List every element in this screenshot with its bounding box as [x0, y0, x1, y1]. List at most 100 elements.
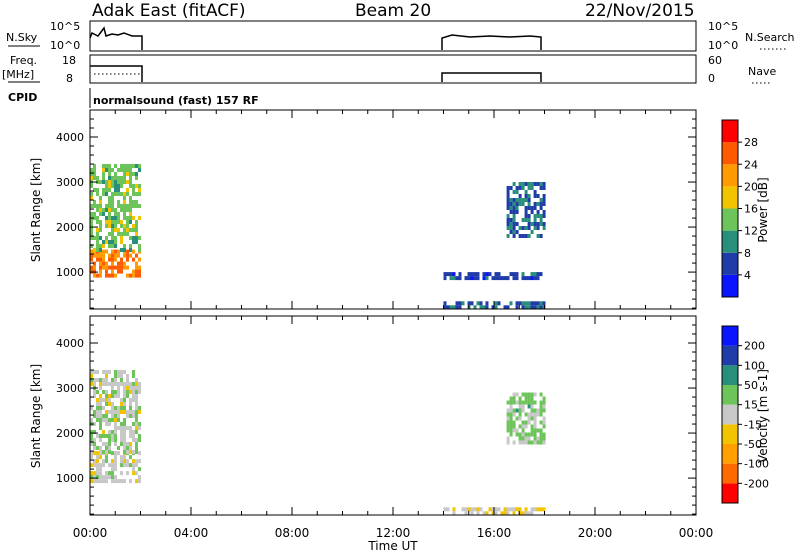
heatmap-cell-1-2: [503, 511, 507, 516]
heatmap-cell-1-1: [114, 382, 117, 386]
heatmap-cell-0-1: [105, 184, 108, 188]
heatmap-cell-1-3: [539, 432, 543, 437]
heatmap-cell-0-4: [509, 218, 513, 222]
heatmap-cell-0-1: [132, 240, 135, 244]
heatmap-cell-1-2: [482, 511, 486, 516]
heatmap-cell-0-0: [117, 261, 120, 266]
heatmap-cell-0-1: [126, 220, 129, 224]
heatmap-cell-1-1: [114, 410, 117, 414]
heatmap-cell-1-1: [132, 370, 135, 374]
heatmap-cell-0-1: [105, 188, 108, 192]
heatmap-cell-1-1: [96, 446, 99, 450]
heatmap-cell-1-1: [126, 382, 129, 386]
heatmap-cell-1-0: [93, 479, 96, 484]
heatmap-cell-1-1: [93, 394, 96, 398]
heatmap-cell-0-1: [114, 244, 117, 248]
heatmap-cell-0-2: [452, 305, 456, 310]
heatmap-cell-1-0: [132, 463, 135, 468]
heatmap-cell-0-4: [524, 210, 528, 214]
heatmap-cell-0-1: [120, 236, 123, 240]
heatmap-cell-0-2: [536, 301, 540, 306]
heatmap-cell-0-0: [117, 253, 120, 258]
heatmap-cell-0-2: [485, 301, 489, 306]
heatmap-cell-0-1: [111, 220, 114, 224]
cpid-label: CPID: [8, 91, 37, 104]
heatmap-cell-1-2: [506, 507, 510, 512]
heatmap-cell-0-1: [123, 224, 126, 228]
heatmap-cell-1-1: [126, 378, 129, 382]
heatmap-cell-0-4: [527, 226, 531, 230]
heatmap-cell-0-4: [515, 198, 519, 202]
heatmap-cell-1-1: [129, 406, 132, 410]
heatmap-cell-0-1: [129, 236, 132, 240]
heatmap-cell-1-0: [114, 455, 117, 460]
heatmap-cell-0-4: [524, 198, 528, 202]
power-axis-ticks: 1000 2000 3000 4000: [56, 109, 697, 309]
heatmap-cell-0-4: [512, 210, 516, 214]
heatmap-cell-0-1: [126, 188, 129, 192]
heatmap-cell-0-1: [129, 244, 132, 248]
heatmap-cell-0-0: [102, 265, 105, 270]
heatmap-cell-0-1: [111, 208, 114, 212]
heatmap-cell-1-2: [530, 511, 534, 516]
heatmap-cell-0-3: [464, 276, 468, 281]
heatmap-cell-1-0: [114, 459, 117, 464]
heatmap-cell-1-3: [530, 424, 534, 429]
heatmap-cell-1-3: [539, 392, 543, 397]
heatmap-cell-1-3: [527, 420, 531, 425]
y-tick-label: 4000: [56, 131, 84, 144]
heatmap-cell-1-3: [509, 396, 513, 401]
heatmap-cell-0-0: [129, 273, 132, 278]
heatmap-cell-0-4: [509, 186, 513, 190]
heatmap-cell-1-1: [111, 378, 114, 382]
heatmap-cell-1-3: [509, 424, 513, 429]
heatmap-cell-1-3: [536, 436, 540, 441]
heatmap-cell-1-3: [518, 400, 522, 405]
heatmap-cell-0-1: [129, 228, 132, 232]
heatmap-cell-0-3: [482, 272, 486, 277]
heatmap-cell-0-1: [108, 196, 111, 200]
heatmap-cell-0-0: [117, 269, 120, 274]
heatmap-cell-1-1: [114, 414, 117, 418]
heatmap-cell-1-0: [105, 479, 108, 484]
freq-label: Freq.: [10, 54, 37, 67]
heatmap-cell-1-1: [120, 426, 123, 430]
heatmap-cell-0-1: [126, 216, 129, 220]
heatmap-cell-0-3: [536, 272, 540, 277]
heatmap-cell-0-2: [446, 305, 450, 310]
heatmap-cell-1-1: [129, 398, 132, 402]
heatmap-cell-0-0: [105, 273, 108, 278]
heatmap-cell-1-3: [512, 408, 516, 413]
heatmap-cell-1-3: [524, 440, 528, 445]
colorbar-swatch: [722, 385, 738, 405]
heatmap-cell-0-1: [129, 196, 132, 200]
heatmap-cell-0-1: [132, 184, 135, 188]
heatmap-cell-1-2: [452, 507, 456, 512]
heatmap-cell-0-0: [114, 273, 117, 278]
heatmap-cell-0-3: [521, 272, 525, 277]
heatmap-cell-1-3: [506, 408, 510, 413]
heatmap-cell-0-4: [518, 226, 522, 230]
heatmap-cell-1-1: [123, 446, 126, 450]
heatmap-cell-0-1: [126, 180, 129, 184]
heatmap-cell-0-0: [135, 273, 138, 278]
heatmap-cell-1-3: [518, 396, 522, 401]
heatmap-cell-0-1: [108, 244, 111, 248]
heatmap-cell-0-0: [123, 265, 126, 270]
heatmap-cell-1-3: [542, 436, 546, 441]
heatmap-cell-1-1: [96, 378, 99, 382]
heatmap-cell-1-1: [105, 378, 108, 382]
heatmap-cell-0-1: [99, 196, 102, 200]
velocity-colorbar: 200 100 50 15 -15 -50 -100 -200: [721, 325, 769, 504]
heatmap-cell-0-4: [539, 206, 543, 210]
heatmap-cell-0-1: [111, 228, 114, 232]
heatmap-cell-0-1: [114, 236, 117, 240]
heatmap-cell-0-1: [102, 180, 105, 184]
heatmap-cell-1-1: [108, 370, 111, 374]
heatmap-cell-1-1: [111, 434, 114, 438]
heatmap-cell-1-3: [539, 428, 543, 433]
heatmap-cell-1-3: [515, 408, 519, 413]
nsearch-tick-bottom: 10^0: [708, 39, 738, 52]
heatmap-cell-1-3: [506, 400, 510, 405]
heatmap-cell-0-1: [96, 216, 99, 220]
